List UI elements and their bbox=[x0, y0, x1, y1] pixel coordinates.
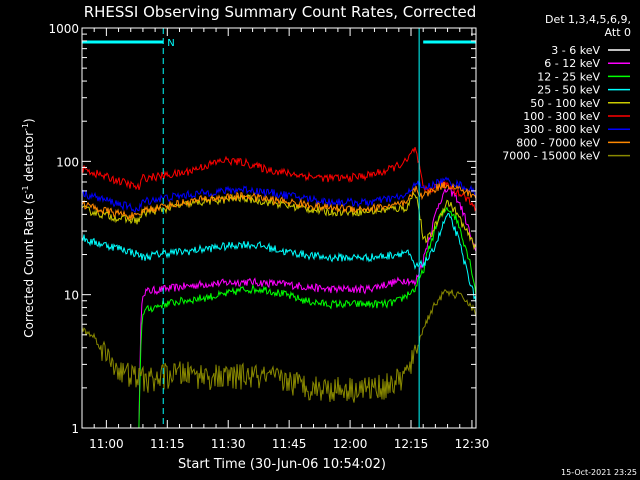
legend-label-7000-15000-kev: 7000 - 15000 keV bbox=[502, 150, 600, 163]
chart-title: RHESSI Observing Summary Count Rates, Co… bbox=[84, 3, 477, 21]
legend-label-25-50-kev: 25 - 50 keV bbox=[537, 84, 600, 97]
axis-layer: 11:00 11:15 11:30 11:45 12:00 12:15 12:30 1 10 10… bbox=[48, 22, 489, 451]
legend-label-800-7000-kev: 800 - 7000 keV bbox=[516, 136, 600, 149]
legend-label-6-12-kev: 6 - 12 keV bbox=[544, 57, 600, 70]
night-label: N bbox=[167, 38, 174, 49]
legend-label-300-800-kev: 300 - 800 keV bbox=[523, 123, 600, 136]
y-axis-label-main: Corrected Count Rate (s bbox=[22, 193, 36, 337]
legend-label-100-300-kev: 100 - 300 keV bbox=[523, 110, 600, 123]
legend-label-12-25-kev: 12 - 25 keV bbox=[537, 70, 600, 83]
footer-date: 15-Oct-2021 23:25 bbox=[561, 468, 637, 477]
series-layer bbox=[81, 146, 477, 429]
x-tick-label-0: 11:00 bbox=[89, 437, 124, 451]
series-line-25-50-kev bbox=[81, 212, 477, 304]
y-axis-label-sup1: -1 bbox=[21, 185, 30, 193]
x-tick-label-5: 12:15 bbox=[394, 437, 429, 451]
legend-header-line-1: Det 1,3,4,5,6,9, bbox=[545, 13, 631, 26]
series-line-100-300-kev bbox=[81, 146, 477, 212]
y-axis-label-sup2: -1 bbox=[21, 123, 30, 131]
legend-label-3-6-kev: 3 - 6 keV bbox=[551, 44, 600, 57]
x-tick-label-3: 11:45 bbox=[272, 437, 307, 451]
y-axis-label-end: ) bbox=[22, 118, 36, 123]
legend-label-50-100-kev: 50 - 100 keV bbox=[530, 97, 600, 110]
series-line-300-800-kev bbox=[81, 176, 477, 214]
y-tick-label-3: 1000 bbox=[48, 22, 79, 36]
y-tick-label-0: 1 bbox=[71, 422, 79, 436]
y-axis-label-mid: detector bbox=[22, 131, 36, 186]
series-line-800-7000-kev bbox=[81, 182, 477, 221]
plot-frame bbox=[81, 27, 477, 429]
legend-header-line-2: Att 0 bbox=[605, 26, 631, 39]
y-tick-label-2: 100 bbox=[56, 155, 79, 169]
series-line-12-25-kev bbox=[138, 206, 477, 429]
series-line-6-12-kev bbox=[138, 186, 477, 429]
y-tick-label-1: 10 bbox=[64, 289, 79, 303]
x-tick-label-1: 11:15 bbox=[150, 437, 185, 451]
x-axis-label: Start Time (30-Jun-06 10:54:02) bbox=[178, 457, 386, 472]
x-tick-label-2: 11:30 bbox=[211, 437, 246, 451]
x-tick-label-6: 12:30 bbox=[455, 437, 490, 451]
series-line-7000-15000-kev bbox=[81, 289, 477, 403]
x-tick-label-4: 12:00 bbox=[333, 437, 368, 451]
y-axis-label: Corrected Count Rate (s-1 detector-1) bbox=[21, 118, 36, 337]
